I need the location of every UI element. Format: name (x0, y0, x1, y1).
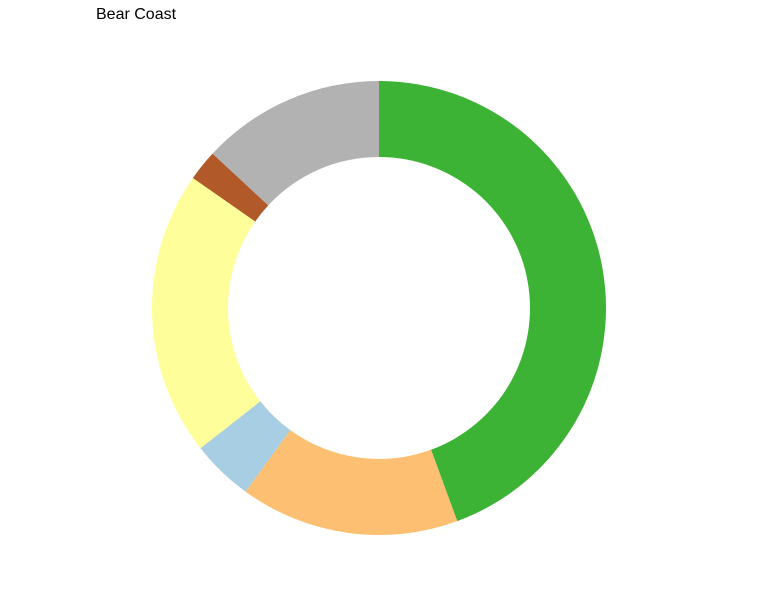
donut-slice-2 (245, 430, 458, 535)
donut-slice-3 (200, 401, 291, 492)
donut-slice-6 (212, 81, 379, 206)
donut-slice-4 (152, 178, 261, 449)
chart-title: Bear Coast (96, 6, 177, 23)
donut-slice-1 (379, 81, 606, 522)
donut-slices (152, 81, 606, 535)
donut-slice-5 (192, 153, 269, 222)
